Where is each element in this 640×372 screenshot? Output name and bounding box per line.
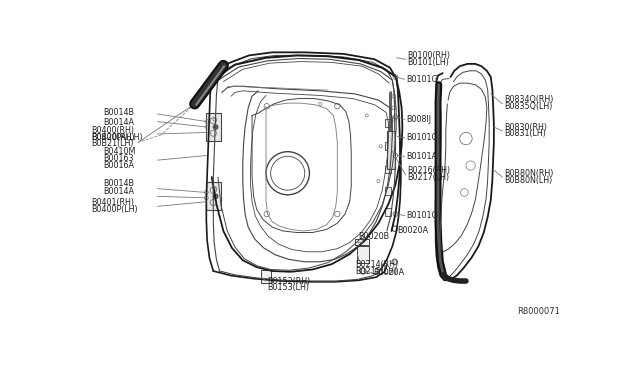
Bar <box>385 142 391 150</box>
Bar <box>205 183 221 210</box>
Text: B0020A: B0020A <box>397 227 429 235</box>
Text: B0020B: B0020B <box>358 232 389 241</box>
Bar <box>355 239 369 245</box>
Text: B0101G: B0101G <box>406 133 438 142</box>
Bar <box>358 246 369 263</box>
Text: R8000071: R8000071 <box>518 307 561 316</box>
Text: B008IJ: B008IJ <box>406 115 431 124</box>
Text: B0B80N(RH): B0B80N(RH) <box>504 169 554 178</box>
Text: B0016A: B0016A <box>103 161 134 170</box>
Text: B0B20(RH): B0B20(RH) <box>92 132 135 141</box>
Text: B0B21(LH): B0B21(LH) <box>92 140 134 148</box>
Circle shape <box>213 125 218 129</box>
Bar <box>385 208 391 216</box>
Text: B0830(RH): B0830(RH) <box>504 122 547 132</box>
Text: B0400(RH): B0400(RH) <box>92 126 134 135</box>
Circle shape <box>213 194 218 199</box>
Text: B0834Q(RH): B0834Q(RH) <box>504 95 554 104</box>
Bar <box>385 119 391 127</box>
Bar <box>261 270 271 283</box>
Text: B0217(LH): B0217(LH) <box>407 173 449 182</box>
Text: B0216(RH): B0216(RH) <box>407 166 450 176</box>
Text: B0101A: B0101A <box>406 152 437 161</box>
Text: B0152(RH): B0152(RH) <box>268 277 311 286</box>
Text: B0214(RH): B0214(RH) <box>355 260 398 269</box>
Text: B00163: B00163 <box>103 154 134 163</box>
Text: B0831(LH): B0831(LH) <box>504 129 546 138</box>
Bar <box>205 113 221 141</box>
Bar <box>385 166 391 173</box>
Bar <box>387 131 395 169</box>
Text: B0835Q(LH): B0835Q(LH) <box>504 102 552 111</box>
Bar <box>385 187 391 195</box>
Text: B0410M: B0410M <box>103 147 136 156</box>
Text: B0014B: B0014B <box>103 179 134 188</box>
Text: B0100(RH): B0100(RH) <box>407 51 450 60</box>
Text: B0401(RH): B0401(RH) <box>92 198 134 207</box>
Text: B0153(LH): B0153(LH) <box>268 283 310 292</box>
Text: B0020A: B0020A <box>374 268 405 277</box>
Text: B0101G: B0101G <box>406 75 438 84</box>
Text: B0014B: B0014B <box>103 108 134 117</box>
Text: B0400PA(LH): B0400PA(LH) <box>92 132 143 141</box>
Text: B0400P(LH): B0400P(LH) <box>92 205 138 214</box>
Text: B0101G: B0101G <box>406 211 438 220</box>
Text: B0B80N(LH): B0B80N(LH) <box>504 176 552 185</box>
Text: B0014A: B0014A <box>103 118 134 127</box>
Text: B0215(LH): B0215(LH) <box>355 266 397 276</box>
Text: B0014A: B0014A <box>103 187 134 196</box>
Text: B0101(LH): B0101(LH) <box>407 58 449 67</box>
